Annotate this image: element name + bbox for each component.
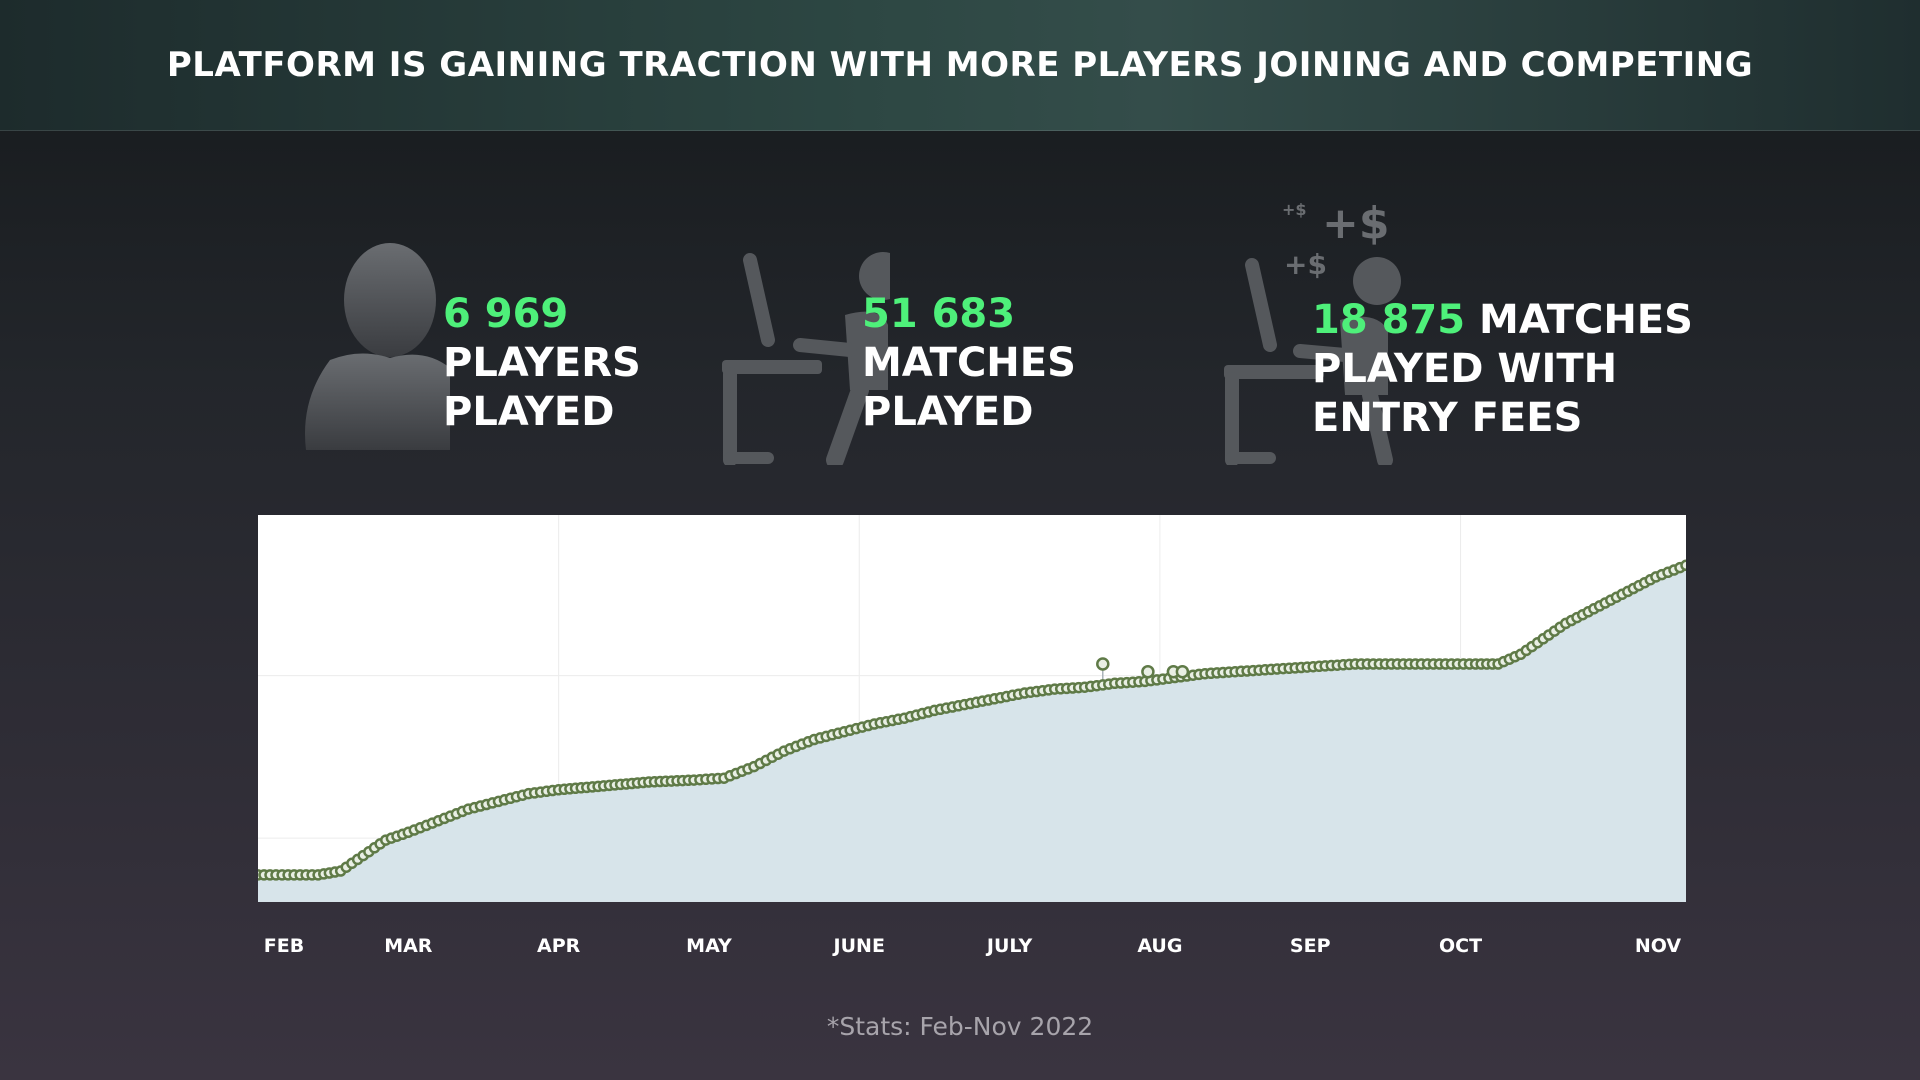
data-point xyxy=(1680,559,1686,572)
month-axis: FEB MAR APR MAY JUNE JULY AUG SEP OCT NOV xyxy=(0,935,1920,965)
growth-chart xyxy=(258,515,1686,902)
gamer-earning-money-icon xyxy=(1224,257,1401,465)
stat-matches-number: 51 683 xyxy=(862,291,1016,337)
gamer-at-desk-icon xyxy=(722,252,890,465)
footnote: *Stats: Feb-Nov 2022 xyxy=(826,1012,1094,1041)
person-silhouette-icon xyxy=(305,243,450,450)
stat-entry-fees-line3: ENTRY FEES xyxy=(1312,395,1583,441)
stat-entry-fees: 18 875 MATCHES PLAYED WITH ENTRY FEES xyxy=(1312,296,1693,443)
month-label-feb: FEB xyxy=(263,935,305,957)
month-label-aug: AUG xyxy=(1137,935,1183,957)
outlier-point xyxy=(1175,664,1190,679)
stat-matches: 51 683 MATCHES PLAYED xyxy=(862,290,1076,437)
month-label-nov: NOV xyxy=(1634,935,1682,957)
money-symbol-small: +$ xyxy=(1282,200,1307,219)
month-label-july: JULY xyxy=(986,935,1033,957)
stat-matches-line2: PLAYED xyxy=(862,389,1034,435)
stat-entry-fees-line1: 18 875 MATCHES xyxy=(1312,296,1693,345)
outlier-point xyxy=(1141,664,1155,679)
header-bar: PLATFORM IS GAINING TRACTION WITH MORE P… xyxy=(0,0,1920,131)
month-label-may: MAY xyxy=(686,935,732,957)
stat-entry-fees-suffix: MATCHES xyxy=(1479,297,1693,343)
month-label-apr: APR xyxy=(536,935,581,957)
stat-players: 6 969 PLAYERS PLAYED xyxy=(443,290,641,437)
money-symbol-large: +$ xyxy=(1322,198,1390,249)
chart-area-fill xyxy=(258,565,1686,902)
outlier-point xyxy=(1096,657,1110,671)
month-label-june: JUNE xyxy=(833,935,885,957)
money-symbol-medium: +$ xyxy=(1284,248,1327,281)
month-label-mar: MAR xyxy=(384,935,433,957)
growth-chart-svg xyxy=(258,515,1686,902)
stat-players-line2: PLAYED xyxy=(443,389,615,435)
page-title: PLATFORM IS GAINING TRACTION WITH MORE P… xyxy=(166,45,1754,85)
stat-entry-fees-line2: PLAYED WITH xyxy=(1312,346,1618,392)
stat-players-number: 6 969 xyxy=(443,291,569,337)
stat-matches-line1: MATCHES xyxy=(862,340,1076,386)
month-label-oct: OCT xyxy=(1438,935,1483,957)
stat-entry-fees-number: 18 875 xyxy=(1312,297,1466,343)
month-label-sep: SEP xyxy=(1289,935,1331,957)
stat-players-line1: PLAYERS xyxy=(443,340,641,386)
